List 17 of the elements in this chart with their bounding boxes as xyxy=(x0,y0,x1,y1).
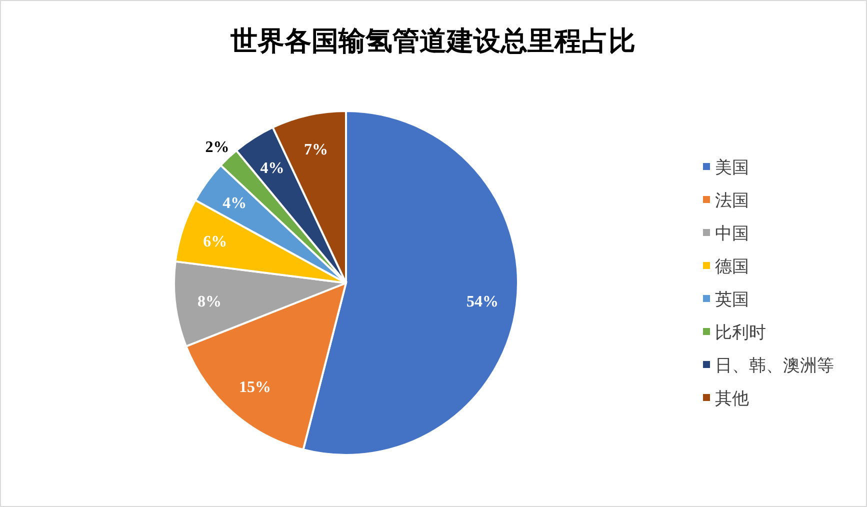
legend-label: 法国 xyxy=(715,191,749,210)
legend-label: 德国 xyxy=(715,257,749,276)
data-label: 2% xyxy=(205,138,230,156)
data-label: 4% xyxy=(222,195,247,212)
legend-label: 比利时 xyxy=(715,323,766,342)
legend-label: 英国 xyxy=(715,290,749,309)
legend-label: 其他 xyxy=(715,389,749,408)
legend-label: 日、韩、澳洲等 xyxy=(715,356,834,375)
data-label: 6% xyxy=(203,233,228,250)
data-label: 54% xyxy=(466,293,499,310)
chart-title: 世界各国输氢管道建设总里程占比 xyxy=(230,26,636,56)
data-label: 15% xyxy=(239,379,271,396)
data-label: 8% xyxy=(197,293,222,310)
data-label: 4% xyxy=(260,160,284,177)
legend-label: 美国 xyxy=(715,158,749,177)
data-label: 7% xyxy=(304,142,328,159)
legend-label: 中国 xyxy=(715,224,749,243)
